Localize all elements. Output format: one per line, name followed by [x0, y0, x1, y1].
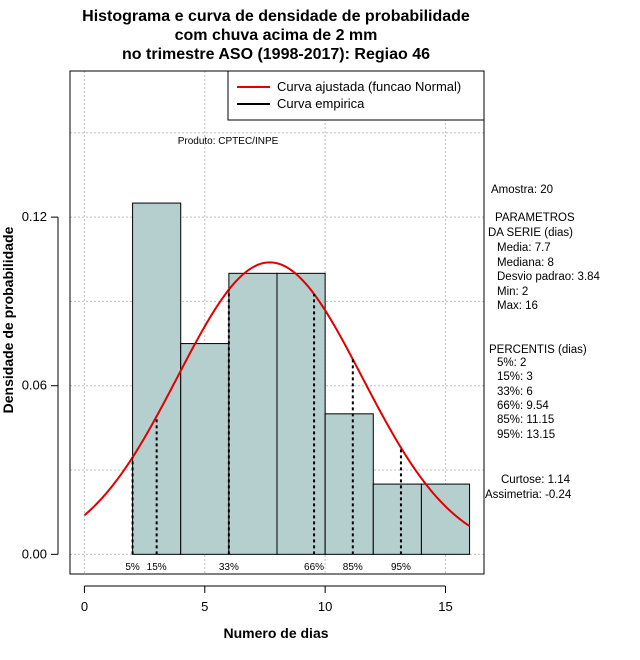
stat-assimetria: Assimetria: -0.24	[485, 489, 572, 501]
x-tick-label: 5	[201, 599, 208, 614]
y-tick-label: 0.12	[22, 209, 47, 224]
stat-curtose: Curtose: 1.14	[501, 474, 571, 486]
chart-title-line-1: Histograma e curva de densidade de proba…	[82, 8, 470, 25]
histogram-bar	[276, 272, 326, 555]
stat-percentis-header: PERCENTIS (dias)	[489, 344, 587, 356]
percentile-lines: 5% 15% 33% 66% 85% 95%	[125, 289, 411, 573]
stat-parametros-subheader: DA SERIE (dias)	[488, 227, 573, 239]
stat-p15: 15%: 3	[497, 371, 533, 383]
normal-curve-line	[83, 261, 471, 527]
histogram-bar	[372, 483, 422, 555]
product-annotation: Produto: CPTEC/INPE	[178, 136, 279, 147]
y-tick-label: 0.06	[22, 378, 47, 393]
chart-title-line-3: no trimestre ASO (1998-2017): Regiao 46	[122, 46, 430, 63]
histogram-bar	[420, 483, 471, 555]
stats-panel: Amostra: 20 PARAMETROS DA SERIE (dias) M…	[485, 184, 601, 501]
legend-label-empirica: Curva empirica	[277, 96, 365, 111]
legend-box	[227, 70, 485, 121]
histogram-bar	[132, 202, 182, 555]
percentile-label: 15%	[147, 562, 167, 573]
stat-desvio: Desvio padrao: 3.84	[497, 271, 601, 283]
histogram-bar	[228, 272, 278, 555]
stat-mediana: Mediana: 8	[497, 257, 554, 269]
percentile-label: 66%	[304, 562, 324, 573]
histogram-bar	[180, 343, 230, 555]
stat-p5: 5%: 2	[497, 357, 526, 369]
stat-amostra: Amostra: 20	[491, 184, 553, 196]
stat-max: Max: 16	[497, 300, 538, 312]
legend-label-normal: Curva ajustada (funcao Normal)	[277, 79, 461, 94]
stat-p85: 85%: 11.15	[497, 414, 554, 426]
y-axis-label: Densidade de probabilidade	[0, 226, 16, 413]
chart-title-line-2: com chuva acima de 2 mm	[175, 27, 378, 44]
percentile-label: 5%	[125, 562, 140, 573]
curves	[83, 261, 471, 527]
percentile-label: 85%	[343, 562, 363, 573]
x-tick-label: 15	[438, 599, 452, 614]
axes: 0 5 10 15 0.00 0.06 0.12	[22, 209, 453, 614]
stat-min: Min: 2	[497, 286, 528, 298]
legend: Curva ajustada (funcao Normal) Curva emp…	[227, 70, 485, 121]
histogram-bar	[324, 413, 374, 555]
x-tick-label: 10	[318, 599, 332, 614]
percentile-label: 95%	[391, 562, 411, 573]
x-axis-label: Numero de dias	[223, 625, 328, 641]
percentile-label: 33%	[219, 562, 239, 573]
stat-parametros-header: PARAMETROS	[495, 212, 575, 224]
stat-media: Media: 7.7	[497, 242, 551, 254]
stat-p66: 66%: 9.54	[497, 400, 549, 412]
x-tick-label: 0	[81, 599, 88, 614]
y-tick-label: 0.00	[22, 546, 47, 561]
stat-p33: 33%: 6	[497, 386, 533, 398]
stat-p95: 95%: 13.15	[497, 429, 555, 441]
histogram-bars	[132, 202, 471, 555]
